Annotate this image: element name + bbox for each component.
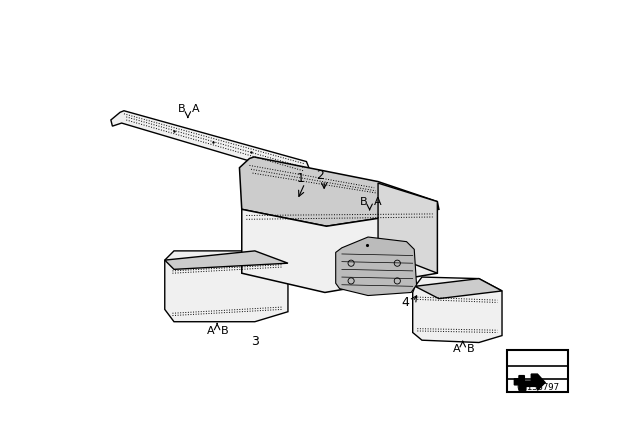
Polygon shape (242, 209, 437, 293)
Text: B: B (360, 197, 367, 207)
Text: 3: 3 (251, 335, 259, 348)
Polygon shape (111, 111, 310, 177)
Text: 2: 2 (316, 169, 324, 182)
Polygon shape (239, 157, 439, 226)
Text: B: B (221, 326, 228, 336)
Text: 00133797: 00133797 (516, 383, 559, 392)
Polygon shape (515, 374, 545, 390)
Polygon shape (378, 183, 437, 273)
Text: A: A (452, 345, 460, 354)
Polygon shape (336, 237, 417, 296)
Polygon shape (164, 251, 288, 269)
Polygon shape (413, 277, 502, 343)
Text: A: A (374, 197, 381, 207)
Text: A: A (192, 104, 200, 114)
Text: A: A (207, 326, 215, 336)
Bar (507, 350, 568, 392)
Text: 4: 4 (401, 296, 409, 309)
Text: B: B (467, 345, 474, 354)
Polygon shape (415, 279, 502, 299)
Text: B: B (178, 104, 186, 114)
Text: 1: 1 (296, 172, 304, 185)
Polygon shape (164, 251, 288, 322)
